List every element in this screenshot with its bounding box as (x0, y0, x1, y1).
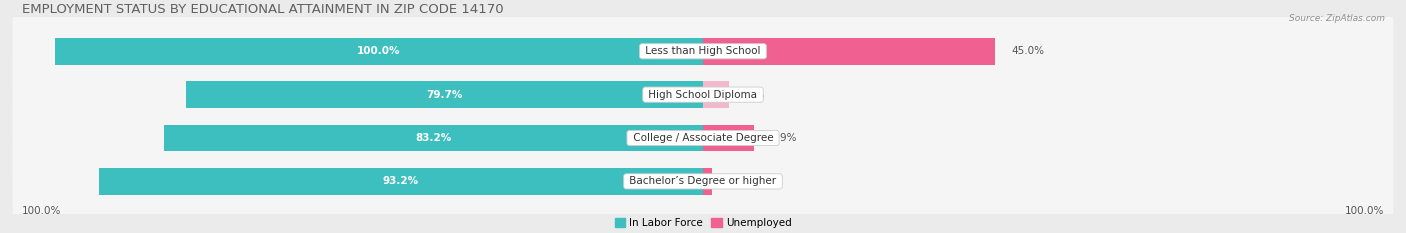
Legend: In Labor Force, Unemployed: In Labor Force, Unemployed (610, 214, 796, 232)
Text: 100.0%: 100.0% (357, 46, 401, 56)
Text: Less than High School: Less than High School (643, 46, 763, 56)
FancyBboxPatch shape (13, 100, 1393, 233)
Bar (186, 81, 703, 108)
FancyBboxPatch shape (13, 56, 1393, 219)
Bar (703, 38, 995, 65)
Text: 100.0%: 100.0% (22, 206, 62, 216)
Text: 83.2%: 83.2% (415, 133, 451, 143)
Text: 100.0%: 100.0% (1344, 206, 1384, 216)
Text: 1.4%: 1.4% (728, 176, 755, 186)
Text: High School Diploma: High School Diploma (645, 90, 761, 100)
Text: 45.0%: 45.0% (1011, 46, 1045, 56)
FancyBboxPatch shape (13, 0, 1393, 133)
FancyBboxPatch shape (13, 13, 1393, 176)
Bar (163, 125, 703, 151)
Bar (703, 81, 728, 108)
Text: College / Associate Degree: College / Associate Degree (630, 133, 776, 143)
Text: 93.2%: 93.2% (382, 176, 419, 186)
Text: 0.0%: 0.0% (738, 90, 765, 100)
Bar (55, 38, 703, 65)
Text: Bachelor’s Degree or higher: Bachelor’s Degree or higher (626, 176, 780, 186)
Text: Source: ZipAtlas.com: Source: ZipAtlas.com (1289, 14, 1385, 23)
Text: 7.9%: 7.9% (770, 133, 797, 143)
Bar (98, 168, 703, 195)
Text: EMPLOYMENT STATUS BY EDUCATIONAL ATTAINMENT IN ZIP CODE 14170: EMPLOYMENT STATUS BY EDUCATIONAL ATTAINM… (22, 3, 503, 16)
Text: 79.7%: 79.7% (426, 90, 463, 100)
Bar (703, 168, 711, 195)
Bar (703, 125, 754, 151)
